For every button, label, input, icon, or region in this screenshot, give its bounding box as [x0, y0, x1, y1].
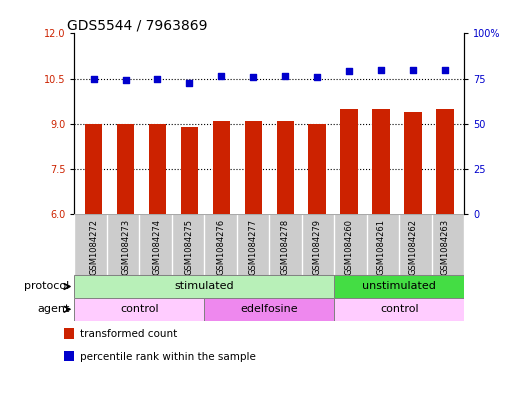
- Bar: [245, 121, 262, 214]
- Text: GDS5544 / 7963869: GDS5544 / 7963869: [67, 18, 207, 32]
- Text: control: control: [120, 304, 159, 314]
- Bar: [181, 127, 198, 214]
- Text: GSM1084260: GSM1084260: [345, 219, 354, 275]
- Bar: [74, 298, 204, 321]
- Point: [409, 66, 417, 73]
- Bar: [212, 121, 230, 214]
- Text: transformed count: transformed count: [80, 329, 177, 339]
- Text: GSM1084273: GSM1084273: [121, 219, 130, 275]
- Bar: [341, 109, 358, 214]
- Point: [313, 74, 321, 80]
- Point: [122, 77, 130, 83]
- Bar: [308, 124, 326, 214]
- Text: edelfosine: edelfosine: [241, 304, 298, 314]
- Point: [218, 72, 226, 79]
- Text: agent: agent: [37, 304, 69, 314]
- Point: [441, 66, 449, 73]
- Text: control: control: [380, 304, 419, 314]
- Bar: [64, 329, 74, 339]
- Point: [281, 72, 289, 79]
- Bar: [74, 275, 334, 298]
- Bar: [204, 298, 334, 321]
- Bar: [436, 109, 454, 214]
- Point: [185, 80, 193, 86]
- Point: [377, 66, 385, 73]
- Point: [345, 68, 353, 74]
- Point: [89, 75, 97, 82]
- Text: GSM1084262: GSM1084262: [409, 219, 418, 275]
- Bar: [334, 275, 464, 298]
- Text: percentile rank within the sample: percentile rank within the sample: [80, 352, 256, 362]
- Bar: [64, 351, 74, 362]
- Text: GSM1084276: GSM1084276: [217, 219, 226, 275]
- Text: protocol: protocol: [24, 281, 69, 292]
- Bar: [277, 121, 294, 214]
- Bar: [372, 109, 390, 214]
- Text: GSM1084261: GSM1084261: [377, 219, 386, 275]
- Bar: [404, 112, 422, 214]
- Text: GSM1084274: GSM1084274: [153, 219, 162, 275]
- Text: GSM1084279: GSM1084279: [313, 219, 322, 275]
- Text: stimulated: stimulated: [174, 281, 234, 292]
- Text: GSM1084278: GSM1084278: [281, 219, 290, 275]
- Text: GSM1084275: GSM1084275: [185, 219, 194, 275]
- Point: [153, 75, 162, 82]
- Bar: [149, 124, 166, 214]
- Text: GSM1084263: GSM1084263: [441, 219, 449, 275]
- Bar: [85, 124, 103, 214]
- Point: [249, 74, 258, 80]
- Text: GSM1084272: GSM1084272: [89, 219, 98, 275]
- Bar: [117, 124, 134, 214]
- Text: unstimulated: unstimulated: [362, 281, 436, 292]
- Text: GSM1084277: GSM1084277: [249, 219, 258, 275]
- Bar: [334, 298, 464, 321]
